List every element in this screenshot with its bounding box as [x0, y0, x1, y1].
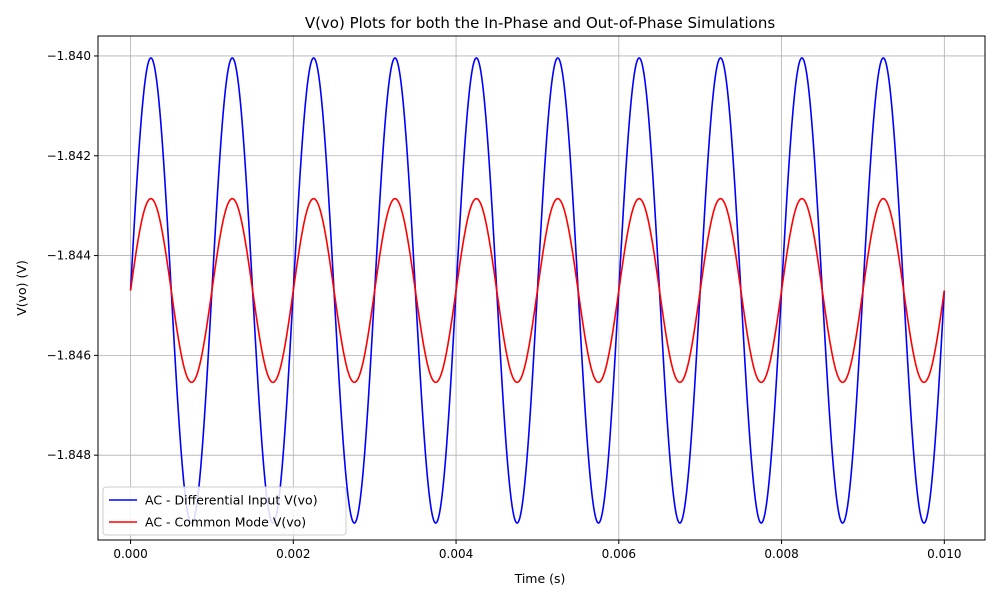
y-tick-label: −1.842	[47, 149, 91, 163]
x-axis-label: Time (s)	[514, 571, 566, 586]
x-tick-label: 0.008	[764, 547, 798, 561]
legend-label: AC - Common Mode V(vo)	[145, 515, 306, 530]
y-tick-label: −1.844	[47, 249, 91, 263]
legend: AC - Differential Input V(vo) AC - Common…	[102, 486, 347, 536]
y-tick-label: −1.846	[47, 348, 91, 362]
y-tick-label: −1.840	[47, 49, 91, 63]
legend-box	[102, 486, 347, 536]
y-axis-label: V(vo) (V)	[14, 260, 29, 316]
x-tick-label: 0.006	[602, 547, 636, 561]
axis-ticks: 0.000 0.002 0.004 0.006 0.008 0.010 −1.848 −1.8…	[47, 49, 962, 561]
series-line-common-mode	[129, 197, 946, 384]
chart-title: V(vo) Plots for both the In-Phase and Ou…	[305, 14, 776, 32]
y-tick-label: −1.848	[47, 448, 91, 462]
legend-label: AC - Differential Input V(vo)	[145, 493, 318, 508]
plot-area-frame	[97, 35, 986, 541]
x-tick-label: 0.010	[927, 547, 961, 561]
x-tick-label: 0.000	[113, 547, 147, 561]
x-tick-label: 0.002	[276, 547, 310, 561]
x-tick-label: 0.004	[439, 547, 473, 561]
